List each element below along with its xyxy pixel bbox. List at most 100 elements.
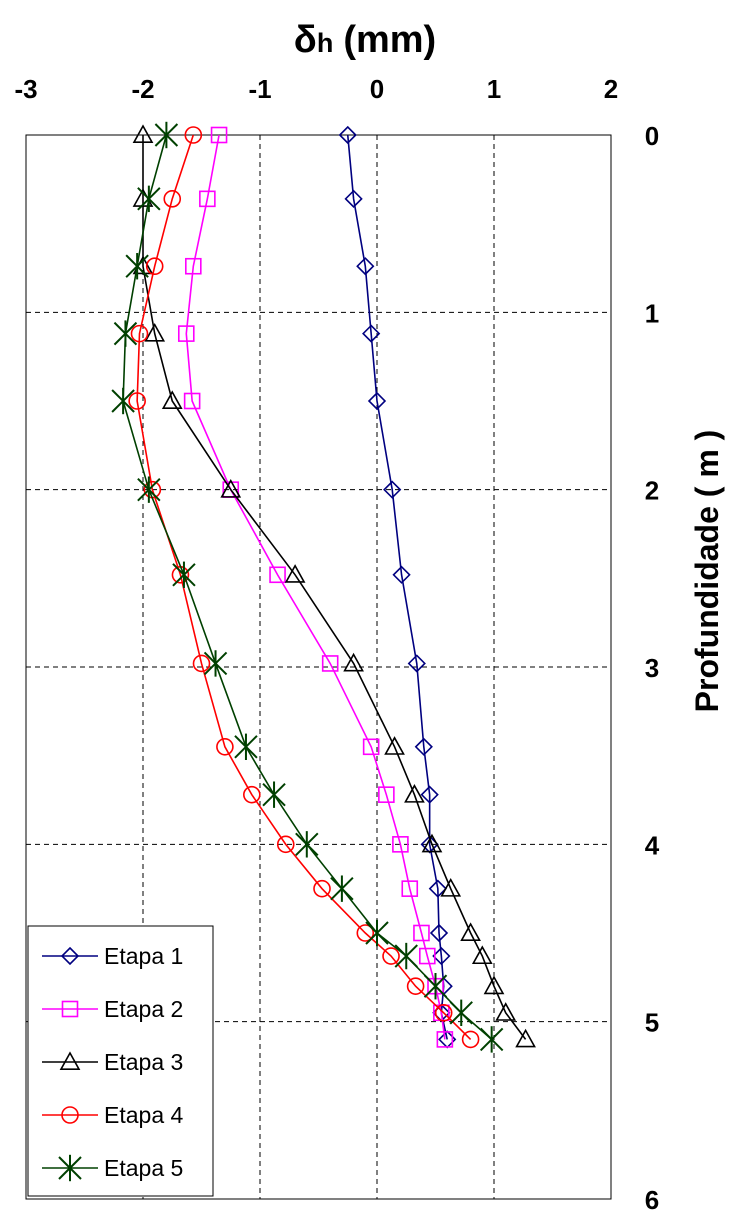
circle-marker [216, 737, 234, 756]
star-marker [172, 561, 196, 588]
square-marker [413, 924, 430, 942]
legend: Etapa 1 Etapa 2 Etapa 3 Etapa 4 Etapa 5 [27, 925, 214, 1197]
circle-marker [382, 947, 400, 965]
star-marker [394, 942, 418, 970]
legend-label: Etapa 1 [104, 943, 183, 969]
y-tick-label: 2 [645, 476, 659, 506]
square-marker [392, 836, 409, 853]
legend-item: Etapa 2 [42, 996, 183, 1022]
series-line [185, 134, 446, 1040]
diamond-marker [362, 324, 381, 343]
star-marker [154, 121, 179, 149]
x-tick-label: 2 [604, 74, 618, 104]
x-axis-title-unit: (mm) [343, 19, 436, 61]
diamond-marker [414, 737, 433, 756]
circle-marker-legend [61, 1106, 79, 1124]
star-marker-legend [58, 1154, 82, 1182]
legend-item: Etapa 5 [42, 1154, 183, 1182]
star-marker [365, 919, 389, 947]
circle-marker [163, 190, 182, 208]
triangle-marker-legend [59, 1051, 81, 1070]
legend-item: Etapa 4 [42, 1102, 183, 1128]
square-marker [177, 325, 195, 342]
y-tick-labels: 0 1 2 3 4 5 6 [645, 121, 660, 1215]
square-marker [185, 257, 202, 275]
diamond-marker [407, 654, 426, 673]
circle-marker [184, 126, 203, 144]
triangle-marker [483, 975, 505, 995]
x-tick-label: 0 [370, 74, 384, 104]
diamond-marker [392, 565, 411, 584]
series-group [111, 121, 536, 1053]
triangle-marker [132, 124, 154, 143]
circle-marker [356, 924, 375, 942]
square-marker [401, 880, 419, 897]
square-marker [419, 947, 436, 965]
square-marker [378, 786, 395, 803]
grid [26, 135, 611, 1199]
series-etapa-2 [177, 126, 454, 1048]
circle-marker [313, 879, 331, 898]
star-marker [234, 733, 258, 760]
square-marker [436, 1031, 454, 1048]
diamond-marker [367, 391, 387, 411]
triangle-marker [284, 564, 306, 583]
x-tick-labels: -3 -2 -1 0 1 2 [14, 74, 618, 104]
triangle-marker [404, 784, 425, 803]
y-tick-label: 3 [645, 653, 659, 683]
x-tick-label: -2 [131, 74, 154, 104]
circle-marker [145, 257, 164, 276]
series-line [122, 134, 493, 1041]
y-tick-label: 5 [645, 1008, 659, 1038]
star-marker [449, 999, 473, 1026]
square-marker [199, 190, 216, 208]
triangle-marker [220, 479, 242, 498]
star-marker [111, 387, 135, 415]
star-marker [330, 875, 354, 902]
diamond-marker [344, 189, 363, 208]
legend-label: Etapa 2 [104, 996, 183, 1022]
legend-box [27, 925, 214, 1197]
y-axis-title: Profundidade ( m ) [689, 430, 725, 713]
legend-label: Etapa 4 [104, 1102, 183, 1128]
circle-marker [128, 392, 146, 410]
diamond-marker [420, 785, 439, 804]
diamond-marker [338, 125, 357, 145]
legend-item: Etapa 3 [42, 1049, 183, 1075]
x-axis-title: δh (mm) [294, 19, 436, 61]
plot-frame [25, 134, 612, 1200]
diamond-marker [432, 946, 451, 966]
star-marker [423, 973, 448, 1000]
diamond-marker [356, 257, 375, 276]
star-marker [113, 320, 138, 347]
x-tick-label: -1 [248, 74, 271, 104]
star-marker [137, 185, 161, 213]
diamond-marker [429, 923, 449, 943]
triangle-marker [440, 878, 462, 897]
triangle-marker [144, 322, 166, 342]
series-line [346, 134, 448, 1040]
square-marker [362, 738, 380, 756]
star-marker [137, 476, 161, 503]
star-marker [262, 781, 286, 808]
circle-marker [461, 1030, 480, 1049]
star-marker [125, 253, 149, 280]
square-marker [183, 392, 201, 410]
x-tick-label: -3 [14, 74, 37, 104]
circle-marker [192, 654, 211, 673]
y-tick-label: 4 [645, 830, 660, 860]
triangle-marker [471, 945, 493, 965]
star-marker [479, 1026, 504, 1053]
y-tick-label: 1 [645, 298, 659, 328]
series-line [142, 135, 527, 1040]
circle-marker [276, 835, 295, 854]
legend-label: Etapa 3 [104, 1049, 183, 1075]
circle-marker [434, 1003, 453, 1022]
triangle-marker [495, 1002, 517, 1021]
triangle-marker [460, 922, 481, 942]
x-tick-label: 1 [487, 74, 501, 104]
x-axis-title-symbol: δ [294, 19, 317, 61]
circle-marker [130, 324, 149, 343]
circle-marker [243, 785, 261, 804]
